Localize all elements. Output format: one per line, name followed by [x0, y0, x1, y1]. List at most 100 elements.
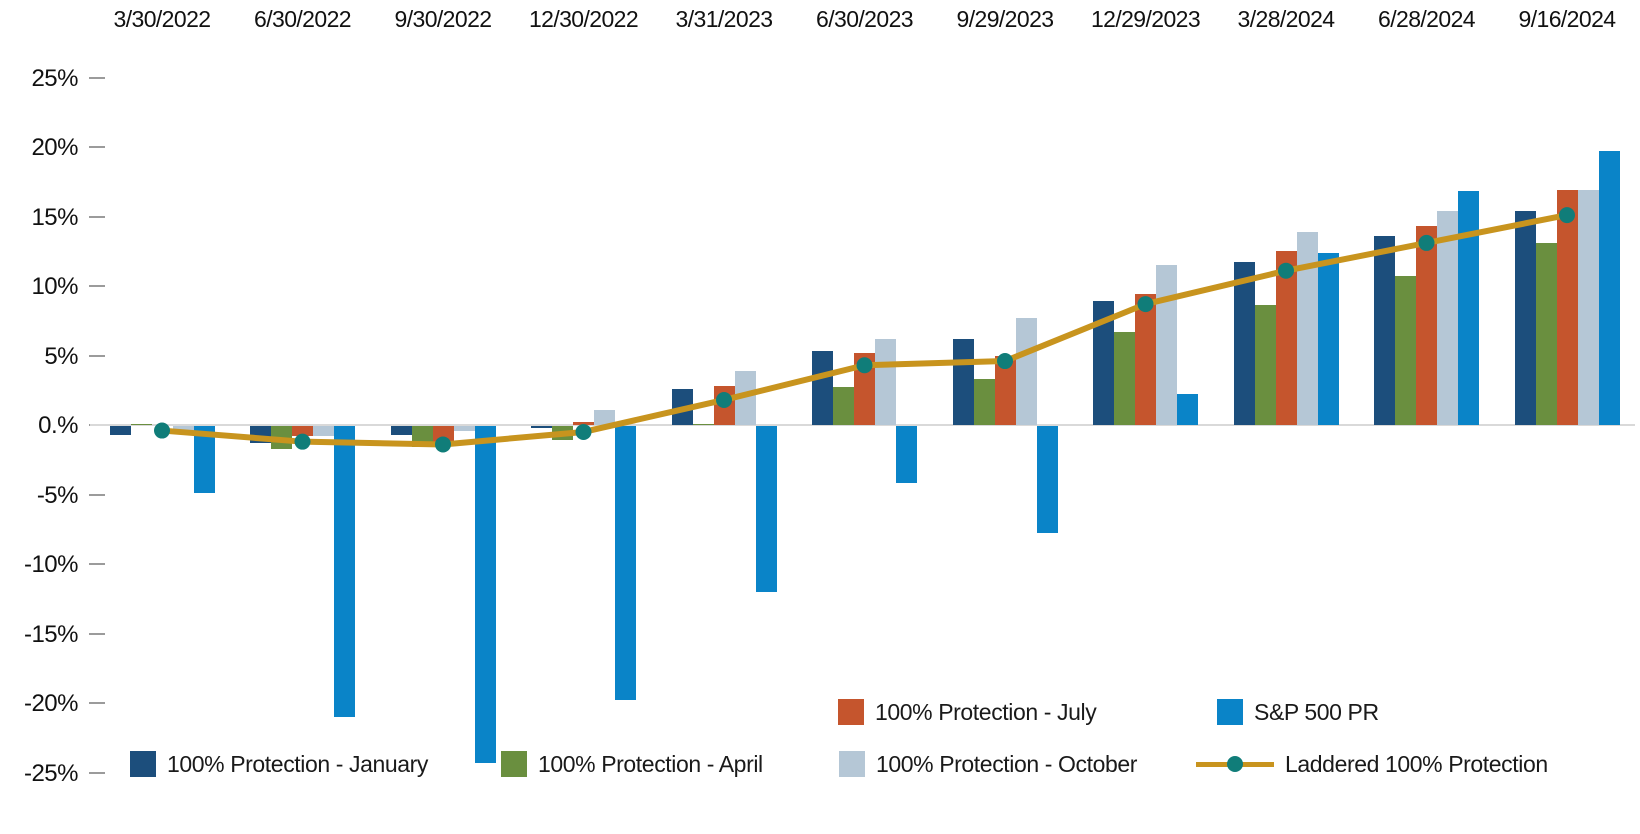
bar-100-protection-july: [432, 426, 454, 442]
bar-100-protection-april: [833, 387, 854, 425]
bar-100-protection-october: [1577, 190, 1599, 425]
y-tick-label: 5%: [44, 342, 78, 370]
y-tick-label: -15%: [23, 620, 79, 648]
date-label: 9/30/2022: [394, 6, 493, 32]
bar-s-p-500-pr: [1317, 252, 1339, 425]
bar-100-protection-october: [313, 426, 334, 437]
bar-100-protection-july: [854, 352, 875, 425]
bar-100-protection-july: [1135, 294, 1156, 425]
y-tick-mark: [89, 493, 105, 496]
bar-100-protection-january: [109, 426, 131, 435]
bar-s-p-500-pr: [1177, 394, 1198, 425]
legend-item-april: 100% Protection - April: [501, 750, 763, 778]
y-tick-mark: [89, 354, 105, 357]
legend-label: S&P 500 PR: [1254, 698, 1379, 725]
bar-100-protection-january: [1374, 235, 1395, 425]
bar-100-protection-october: [172, 426, 194, 432]
date-label: 6/30/2022: [254, 6, 352, 32]
legend-item-january: 100% Protection - January: [130, 750, 428, 778]
date-label: 3/30/2022: [113, 6, 212, 32]
bar-100-protection-january: [1233, 262, 1255, 425]
bar-100-protection-october: [1437, 210, 1458, 425]
date-label: 6/28/2024: [1378, 6, 1476, 32]
bar-100-protection-april: [411, 426, 433, 448]
bar-100-protection-january: [812, 351, 833, 425]
bar-s-p-500-pr: [896, 426, 917, 484]
bar-100-protection-january: [390, 426, 412, 435]
bar-100-protection-april: [692, 423, 714, 425]
date-label: 6/30/2023: [816, 6, 914, 32]
y-tick-label: -25%: [23, 759, 79, 787]
date-label: 9/16/2024: [1518, 6, 1617, 32]
bar-100-protection-april: [1535, 242, 1557, 425]
y-tick-label: -5%: [36, 481, 79, 509]
bar-s-p-500-pr: [755, 426, 777, 592]
y-tick-label: 25%: [31, 64, 78, 92]
bar-100-protection-october: [734, 370, 756, 425]
y-tick-mark: [89, 76, 105, 79]
bar-s-p-500-pr: [615, 426, 636, 701]
y-tick-mark: [89, 146, 105, 148]
y-tick-mark: [89, 563, 105, 565]
bar-100-protection-january: [1514, 210, 1536, 425]
bar-100-protection-january: [671, 388, 693, 425]
y-tick-label: 20%: [31, 134, 78, 161]
april-swatch-icon: [501, 751, 527, 777]
legend-label: 100% Protection - October: [876, 750, 1138, 777]
bar-100-protection-april: [1114, 331, 1135, 425]
january-swatch-icon: [130, 751, 156, 777]
bar-100-protection-october: [1156, 265, 1177, 425]
bar-100-protection-january: [531, 426, 552, 428]
bar-100-protection-october: [875, 338, 896, 425]
legend-label: 100% Protection - April: [538, 750, 763, 777]
legend-label: 100% Protection - January: [167, 750, 429, 777]
legend-item-july: 100% Protection - July: [838, 698, 1097, 726]
y-tick-label: -10%: [23, 551, 79, 578]
y-tick-mark: [89, 632, 105, 635]
bar-s-p-500-pr: [334, 426, 355, 717]
july-swatch-icon: [838, 699, 864, 725]
legend-item-october: 100% Protection - October: [839, 750, 1137, 778]
y-tick-label: 15%: [31, 203, 78, 231]
bar-100-protection-july: [1416, 226, 1437, 425]
date-label: 12/29/2023: [1090, 6, 1201, 32]
bar-100-protection-april: [552, 426, 573, 441]
legend-label: 100% Protection - July: [875, 698, 1097, 725]
bar-100-protection-july: [994, 355, 1016, 425]
bar-100-protection-july: [1556, 190, 1578, 425]
y-tick-label: -20%: [23, 690, 79, 717]
bar-100-protection-october: [1015, 317, 1037, 425]
bar-100-protection-july: [1275, 251, 1297, 425]
sp500-swatch-icon: [1217, 699, 1243, 725]
bar-100-protection-january: [1093, 301, 1114, 425]
bar-100-protection-october: [453, 426, 475, 431]
bar-100-protection-october: [594, 409, 615, 425]
bar-s-p-500-pr: [1036, 426, 1058, 534]
bar-100-protection-april: [130, 423, 152, 425]
october-swatch-icon: [839, 751, 865, 777]
bar-100-protection-april: [271, 426, 292, 449]
date-label: 3/28/2024: [1237, 6, 1336, 32]
bar-100-protection-july: [292, 426, 313, 437]
bar-s-p-500-pr: [474, 426, 496, 763]
y-tick-mark: [89, 215, 105, 218]
y-tick-mark: [89, 285, 105, 287]
date-label: 3/31/2023: [675, 6, 774, 32]
bar-100-protection-april: [973, 379, 995, 425]
bar-s-p-500-pr: [1598, 151, 1620, 425]
legend-item-sp500: S&P 500 PR: [1217, 698, 1379, 726]
ladder-point: [575, 423, 592, 440]
laddered-line-marker-icon: [1196, 751, 1274, 777]
legend-item-laddered: Laddered 100% Protection: [1196, 750, 1548, 778]
bar-s-p-500-pr: [193, 426, 215, 494]
bar-100-protection-july: [713, 386, 735, 425]
y-tick-mark: [89, 702, 105, 704]
bar-100-protection-january: [250, 426, 271, 444]
y-tick-label: 10%: [31, 273, 78, 300]
bar-100-protection-january: [952, 338, 974, 425]
y-tick-mark: [89, 771, 105, 774]
bar-100-protection-july: [573, 422, 594, 425]
bar-100-protection-april: [1395, 276, 1416, 425]
bar-100-protection-october: [1296, 231, 1318, 425]
